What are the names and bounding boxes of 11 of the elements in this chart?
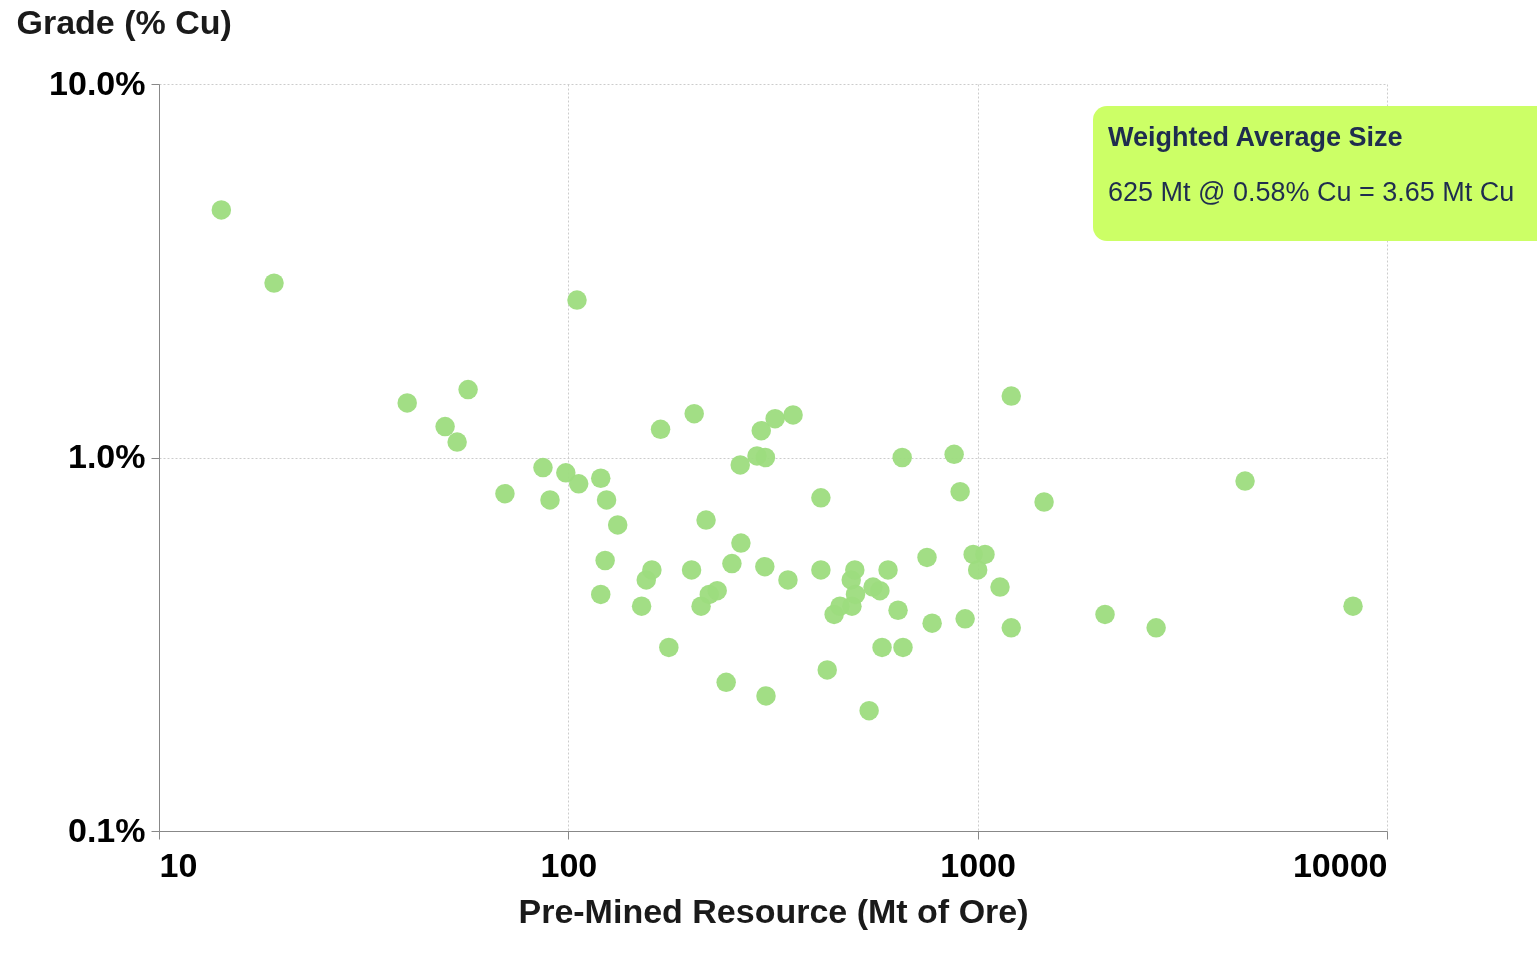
y-axis-title: Grade (% Cu) [16,2,232,41]
y-tick-label: 0.1% [68,810,146,849]
x-axis-title: Pre-Mined Resource (Mt of Ore) [518,891,1029,930]
y-tick-label: 1.0% [68,437,146,475]
x-tick-label: 10000 [1292,845,1388,884]
annotation: 625 Mt @ 0.58% Cu = 3.65 Mt Cu [1108,177,1516,208]
x-tick-label: 100 [540,845,598,884]
x-tick-label: 10 [159,845,198,884]
annotation: Weighted Average Size [1108,122,1404,153]
x-tick-label: 1000 [940,845,1016,884]
y-tick-label: 10.0% [49,63,146,102]
